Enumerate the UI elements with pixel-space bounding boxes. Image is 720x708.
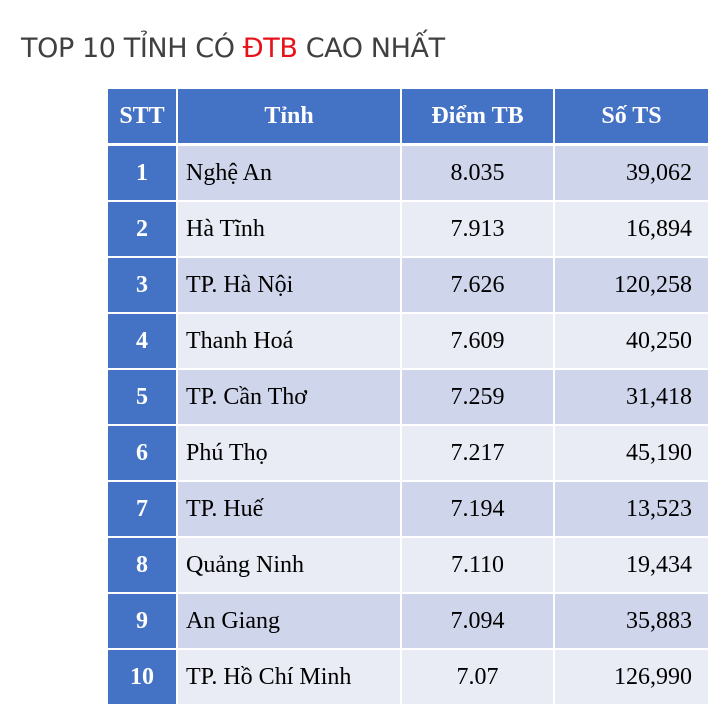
table-row: 10 TP. Hồ Chí Minh 7.07 126,990 xyxy=(108,650,708,706)
table-row: 4 Thanh Hoá 7.609 40,250 xyxy=(108,314,708,370)
cell-average-score: 7.913 xyxy=(402,202,555,258)
cell-candidate-count: 126,990 xyxy=(555,650,708,706)
cell-candidate-count: 120,258 xyxy=(555,258,708,314)
title-highlight: ĐTB xyxy=(242,33,298,64)
cell-average-score: 7.07 xyxy=(402,650,555,706)
cell-province: TP. Cần Thơ xyxy=(178,370,402,426)
cell-rank: 6 xyxy=(108,426,178,482)
cell-average-score: 7.217 xyxy=(402,426,555,482)
cell-average-score: 7.626 xyxy=(402,258,555,314)
table-header-row: STT Tỉnh Điểm TB Số TS xyxy=(108,89,708,146)
cell-rank: 5 xyxy=(108,370,178,426)
cell-average-score: 7.194 xyxy=(402,482,555,538)
page-title: TOP 10 TỈNH CÓ ĐTB CAO NHẤT xyxy=(21,26,445,72)
ranking-table: STT Tỉnh Điểm TB Số TS 1 Nghệ An 8.035 3… xyxy=(108,89,708,706)
cell-province: An Giang xyxy=(178,594,402,650)
cell-average-score: 7.094 xyxy=(402,594,555,650)
table-row: 3 TP. Hà Nội 7.626 120,258 xyxy=(108,258,708,314)
header-candidate-count: Số TS xyxy=(555,89,708,146)
cell-average-score: 7.609 xyxy=(402,314,555,370)
cell-rank: 2 xyxy=(108,202,178,258)
cell-rank: 10 xyxy=(108,650,178,706)
cell-candidate-count: 16,894 xyxy=(555,202,708,258)
cell-province: TP. Huế xyxy=(178,482,402,538)
cell-rank: 7 xyxy=(108,482,178,538)
title-suffix: CAO NHẤT xyxy=(297,33,445,64)
title-prefix: TOP 10 TỈNH CÓ xyxy=(21,33,243,64)
cell-province: Quảng Ninh xyxy=(178,538,402,594)
table-row: 6 Phú Thọ 7.217 45,190 xyxy=(108,426,708,482)
cell-average-score: 7.259 xyxy=(402,370,555,426)
cell-candidate-count: 40,250 xyxy=(555,314,708,370)
cell-rank: 8 xyxy=(108,538,178,594)
cell-average-score: 8.035 xyxy=(402,146,555,202)
table-row: 2 Hà Tĩnh 7.913 16,894 xyxy=(108,202,708,258)
cell-province: TP. Hà Nội xyxy=(178,258,402,314)
cell-candidate-count: 31,418 xyxy=(555,370,708,426)
table-row: 9 An Giang 7.094 35,883 xyxy=(108,594,708,650)
cell-candidate-count: 19,434 xyxy=(555,538,708,594)
header-average-score: Điểm TB xyxy=(402,89,555,146)
cell-province: TP. Hồ Chí Minh xyxy=(178,650,402,706)
table-row: 5 TP. Cần Thơ 7.259 31,418 xyxy=(108,370,708,426)
cell-candidate-count: 35,883 xyxy=(555,594,708,650)
cell-candidate-count: 39,062 xyxy=(555,146,708,202)
cell-province: Nghệ An xyxy=(178,146,402,202)
cell-candidate-count: 13,523 xyxy=(555,482,708,538)
cell-province: Phú Thọ xyxy=(178,426,402,482)
table-row: 7 TP. Huế 7.194 13,523 xyxy=(108,482,708,538)
cell-province: Thanh Hoá xyxy=(178,314,402,370)
cell-rank: 3 xyxy=(108,258,178,314)
cell-rank: 9 xyxy=(108,594,178,650)
cell-candidate-count: 45,190 xyxy=(555,426,708,482)
table-row: 8 Quảng Ninh 7.110 19,434 xyxy=(108,538,708,594)
table-row: 1 Nghệ An 8.035 39,062 xyxy=(108,146,708,202)
header-stt: STT xyxy=(108,89,178,146)
cell-average-score: 7.110 xyxy=(402,538,555,594)
cell-rank: 4 xyxy=(108,314,178,370)
cell-rank: 1 xyxy=(108,146,178,202)
header-province: Tỉnh xyxy=(178,89,402,146)
cell-province: Hà Tĩnh xyxy=(178,202,402,258)
